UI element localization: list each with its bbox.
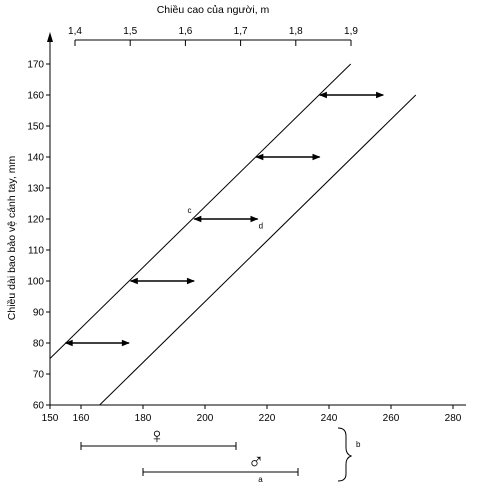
y-axis-tick-label-10: 160 [27, 91, 44, 102]
male-symbol: ♂ [248, 449, 265, 474]
y-axis-tick-label-8: 140 [27, 153, 44, 164]
point-label-c: c [188, 206, 192, 215]
bottom-range-label-a: a [258, 475, 263, 484]
x-axis-tick-label-0: 150 [42, 413, 59, 424]
y-axis-tick-label-0: 60 [33, 401, 45, 412]
y-axis-tick-label-11: 170 [27, 60, 44, 71]
brace-shape [337, 427, 353, 482]
y-axis-arrow [47, 32, 53, 42]
x-axis-tick-label-7: 280 [445, 413, 462, 424]
series-lines [49, 63, 417, 406]
female-symbol: ♀ [149, 423, 166, 448]
x-axis-tick-label-5: 240 [321, 413, 338, 424]
point-label-d: d [259, 221, 263, 230]
top-axis-tick-label-4: 1,8 [289, 26, 303, 37]
y-axis-tick-label-1: 70 [33, 370, 45, 381]
top-axis-ticks: 1,4 1,5 1,6 1,7 1,8 1,9 [68, 26, 358, 46]
y-axis-title: Chiều dài bao bảo vệ cánh tay, mm [6, 156, 18, 321]
y-axis-tick-label-6: 120 [27, 215, 44, 226]
bottom-ranges: ♀ ♂a [80, 423, 299, 484]
x-axis-tick-label-2: 180 [135, 413, 152, 424]
x-axis-ticks: 150 160 180 200 220 240 260 280 [42, 405, 462, 424]
top-axis-tick-label-2: 1,6 [178, 26, 192, 37]
brace: b [337, 427, 361, 482]
top-axis-tick-label-1: 1,5 [123, 26, 137, 37]
y-axis-tick-label-5: 110 [28, 246, 44, 257]
x-axis-tick-label-4: 220 [259, 413, 276, 424]
point-labels: cd [188, 206, 264, 231]
y-axis-tick-label-2: 80 [33, 339, 45, 350]
y-axis-tick-label-3: 90 [33, 308, 45, 319]
top-axis-tick-label-0: 1,4 [68, 26, 82, 37]
top-axis-tick-label-3: 1,7 [234, 26, 248, 37]
range-arrows [64, 91, 385, 347]
series-line-1 [49, 63, 352, 359]
y-axis-tick-label-4: 100 [27, 277, 44, 288]
y-axis-ticks: 60 70 80 90 100 110 120 130 140 150 160 170 [27, 60, 50, 412]
brace-label: b [356, 440, 361, 449]
x-axis-tick-label-6: 260 [383, 413, 400, 424]
top-axis-title: Chiều cao của người, m [157, 4, 270, 16]
y-axis-tick-label-7: 130 [27, 184, 44, 195]
top-axis-tick-label-5: 1,9 [344, 26, 358, 37]
y-axis-tick-label-9: 150 [27, 122, 44, 133]
x-axis-tick-label-1: 160 [73, 413, 90, 424]
top-axis: Chiều cao của người, m 1,4 1,5 1,6 1,7 1,8 1,… [68, 4, 358, 46]
series-line-2 [99, 94, 417, 406]
x-axis-tick-label-3: 200 [197, 413, 214, 424]
